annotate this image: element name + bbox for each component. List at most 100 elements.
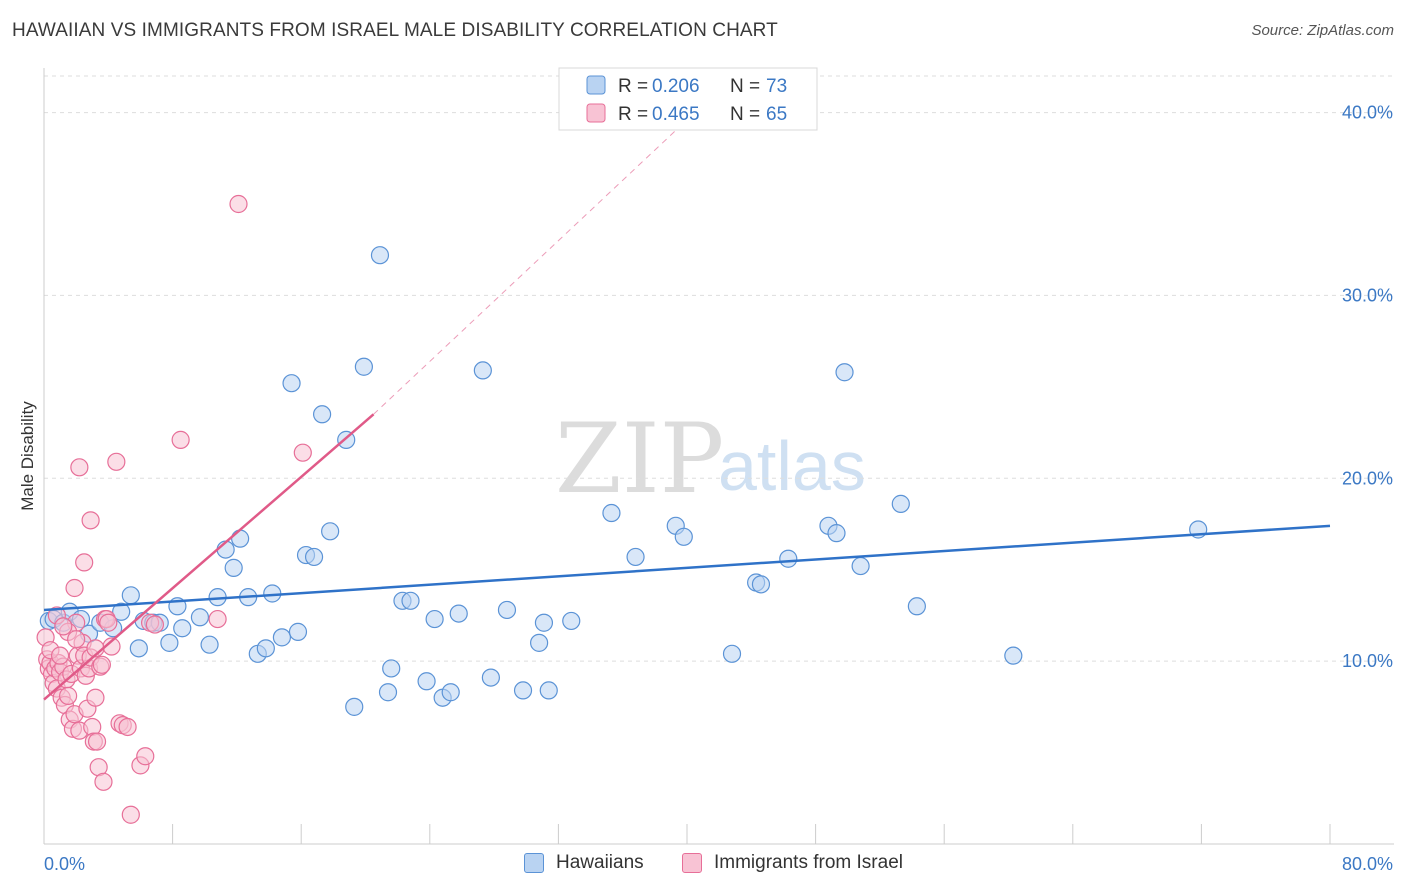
hawaiians-point bbox=[288, 622, 308, 641]
hawaiians-point bbox=[345, 697, 364, 716]
hawaiians-point bbox=[112, 602, 131, 621]
hawaiians-point bbox=[473, 361, 492, 380]
hawaiians-point bbox=[231, 529, 250, 548]
israel-point bbox=[107, 452, 126, 471]
hawaiians-point bbox=[190, 608, 210, 627]
hawaiians-point bbox=[312, 405, 332, 424]
israel-point bbox=[136, 747, 155, 766]
axes bbox=[43, 68, 1394, 845]
israel-point bbox=[67, 630, 86, 649]
israel-point bbox=[229, 194, 248, 214]
hawaiians-point bbox=[626, 547, 645, 567]
legend-n-label-israel: N = bbox=[730, 104, 760, 125]
hawaiians-point bbox=[835, 363, 854, 382]
israel-point bbox=[121, 805, 140, 824]
hawaiians-point bbox=[449, 604, 468, 623]
bottom-legend: Hawaiians Immigrants from Israel bbox=[0, 852, 1406, 878]
legend-swatch-hawaiians bbox=[586, 75, 606, 95]
hawaiians-point bbox=[401, 591, 420, 610]
trend-lines bbox=[43, 119, 1331, 701]
israel-point bbox=[208, 609, 227, 629]
hawaiians-point bbox=[562, 611, 581, 631]
bottom-legend-swatch-hawaiians bbox=[524, 853, 544, 873]
hawaiians-point bbox=[827, 524, 846, 543]
israel-point bbox=[75, 553, 94, 572]
israel-trend-line bbox=[43, 413, 375, 701]
hawaiians-point bbox=[121, 586, 140, 605]
chart-title: HAWAIIAN VS IMMIGRANTS FROM ISRAEL MALE … bbox=[12, 20, 778, 41]
israel-point bbox=[81, 511, 100, 530]
source-label: Source: ZipAtlas.com bbox=[1251, 22, 1394, 39]
hawaiians-point bbox=[674, 527, 693, 546]
hawaiians-trend-line bbox=[43, 524, 1331, 612]
israel-point bbox=[94, 772, 113, 791]
x-tick-label-max: 80.0% bbox=[1342, 854, 1393, 874]
legend-r-value-israel: 0.465 bbox=[652, 104, 700, 125]
israel-point bbox=[70, 458, 89, 477]
israel-point bbox=[99, 613, 118, 632]
hawaiians-point bbox=[513, 681, 533, 700]
hawaiians-points bbox=[39, 246, 1208, 716]
hawaiians-point bbox=[722, 644, 742, 663]
hawaiians-point bbox=[602, 503, 621, 523]
israel-points bbox=[36, 194, 312, 824]
hawaiians-point bbox=[224, 558, 243, 577]
hawaiians-point bbox=[530, 633, 549, 652]
legend-r-label-israel: R = bbox=[618, 104, 648, 125]
y-tick-label: 20.0% bbox=[1342, 468, 1393, 488]
legend-n-label-hawaiians: N = bbox=[730, 76, 760, 97]
tick-labels: 10.0% 20.0% 30.0% 40.0% 0.0% 80.0% bbox=[44, 103, 1393, 874]
legend-r-value-hawaiians: 0.206 bbox=[652, 76, 700, 97]
legend-r-label-hawaiians: R = bbox=[618, 76, 648, 97]
hawaiians-point bbox=[1004, 646, 1023, 665]
hawaiians-point bbox=[891, 494, 910, 513]
legend-swatch-israel bbox=[586, 103, 606, 123]
y-tick-label: 40.0% bbox=[1342, 103, 1393, 123]
israel-point bbox=[92, 655, 111, 674]
y-tick-label: 30.0% bbox=[1342, 285, 1393, 305]
hawaiians-point bbox=[779, 549, 798, 568]
watermark: ZIP atlas bbox=[555, 403, 866, 515]
hawaiians-point bbox=[378, 683, 398, 702]
hawaiians-point bbox=[354, 357, 373, 376]
hawaiians-point bbox=[129, 639, 148, 658]
legend-n-value-israel: 65 bbox=[766, 104, 787, 125]
israel-point bbox=[65, 578, 84, 598]
israel-point bbox=[87, 732, 107, 751]
israel-trend-extension bbox=[373, 119, 688, 415]
hawaiians-point bbox=[272, 628, 292, 647]
hawaiians-point bbox=[382, 659, 401, 678]
bottom-legend-hawaiians: Hawaiians bbox=[524, 852, 644, 874]
hawaiians-point bbox=[304, 547, 324, 567]
hawaiians-point bbox=[497, 600, 517, 620]
hawaiians-point bbox=[173, 619, 192, 638]
hawaiians-point bbox=[321, 522, 340, 541]
israel-point bbox=[118, 717, 137, 737]
hawaiians-point bbox=[417, 672, 436, 691]
watermark-zip: ZIP bbox=[555, 403, 724, 515]
hawaiians-point bbox=[200, 635, 219, 654]
hawaiians-point bbox=[160, 633, 179, 652]
legend-n-value-hawaiians: 73 bbox=[766, 76, 787, 97]
hawaiians-point bbox=[851, 556, 870, 576]
israel-point bbox=[54, 617, 73, 636]
bottom-legend-label-hawaiians: Hawaiians bbox=[556, 852, 644, 873]
israel-point bbox=[293, 443, 312, 462]
israel-point bbox=[50, 646, 70, 665]
hawaiians-point bbox=[441, 683, 460, 702]
hawaiians-point bbox=[481, 668, 500, 687]
hawaiians-point bbox=[370, 246, 390, 265]
bottom-legend-swatch-israel bbox=[682, 853, 702, 873]
israel-point bbox=[86, 688, 105, 707]
hawaiians-point bbox=[425, 609, 444, 629]
hawaiians-point bbox=[256, 639, 275, 658]
bottom-legend-label-israel: Immigrants from Israel bbox=[714, 852, 903, 873]
bottom-legend-israel: Immigrants from Israel bbox=[682, 852, 903, 874]
hawaiians-point bbox=[539, 681, 558, 700]
israel-point bbox=[145, 615, 165, 634]
y-tick-label: 10.0% bbox=[1342, 651, 1393, 671]
legend: R = 0.206 N = 73 R = 0.465 N = 65 bbox=[558, 67, 818, 131]
x-tick-label-min: 0.0% bbox=[44, 854, 85, 874]
hawaiians-point bbox=[907, 597, 926, 616]
